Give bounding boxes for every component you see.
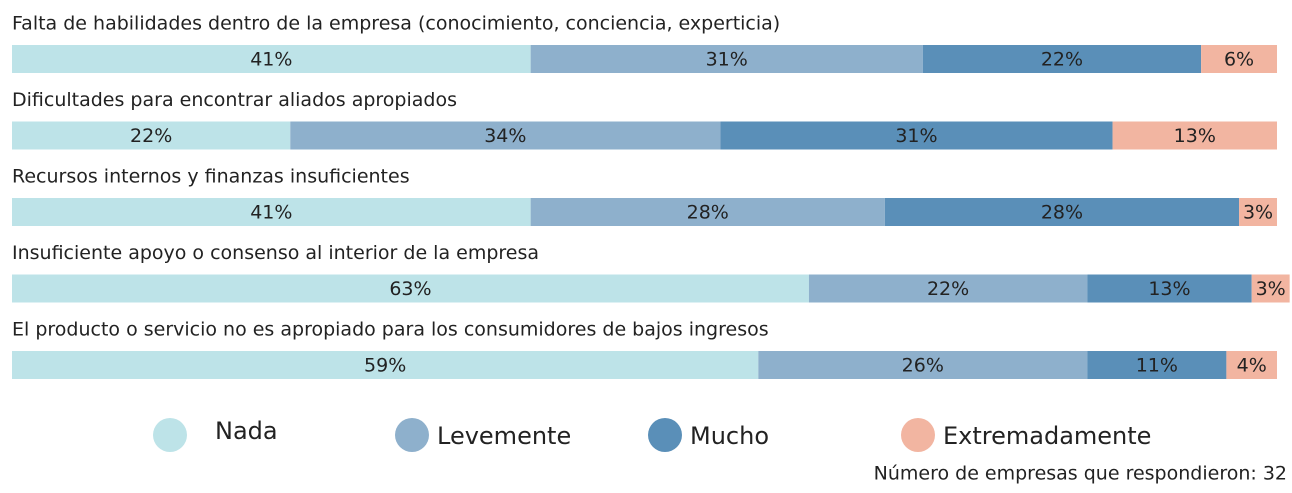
category-label: El producto o servicio no es apropiado p… <box>12 319 769 341</box>
bar-segment <box>12 45 531 73</box>
bar-segment <box>530 198 885 226</box>
value-label: 59% <box>364 355 406 377</box>
bar-segment <box>884 198 1240 226</box>
category-label: Recursos internos y finanzas insuficient… <box>12 166 410 188</box>
bar-segment <box>758 351 1088 379</box>
value-label: 31% <box>895 125 937 147</box>
value-label: 3% <box>1256 278 1286 300</box>
legend-label: Extremadamente <box>943 422 1151 450</box>
bar-segment <box>1201 45 1277 73</box>
value-label: 28% <box>687 202 729 224</box>
value-label: 11% <box>1136 355 1178 377</box>
value-label: 22% <box>130 125 172 147</box>
bar-segment <box>530 45 923 73</box>
value-label: 22% <box>927 278 969 300</box>
value-label: 63% <box>389 278 431 300</box>
value-label: 13% <box>1174 125 1216 147</box>
legend-swatch <box>153 418 187 452</box>
value-label: 3% <box>1243 202 1273 224</box>
bar-segment <box>1226 351 1277 379</box>
value-label: 28% <box>1041 202 1083 224</box>
bar-segment <box>290 121 721 150</box>
value-label: 26% <box>902 355 944 377</box>
legend-swatch <box>395 418 429 452</box>
category-label: Insuficiente apoyo o consenso al interio… <box>12 242 539 264</box>
value-label: 13% <box>1148 278 1190 300</box>
bar-segment <box>1087 351 1227 379</box>
bar-segment <box>12 274 809 303</box>
bar-segment <box>1112 121 1277 150</box>
legend-swatch <box>901 418 935 452</box>
bar-segment <box>1239 198 1277 226</box>
value-label: 41% <box>250 49 292 71</box>
bar-segment <box>12 198 531 226</box>
bar-segment <box>1251 274 1290 303</box>
legend-label: Levemente <box>437 422 571 450</box>
value-label: 4% <box>1237 355 1267 377</box>
value-label: 34% <box>484 125 526 147</box>
category-label: Dificultades para encontrar aliados apro… <box>12 89 457 111</box>
value-label: 22% <box>1041 49 1083 71</box>
note: Número de empresas que respondieron: 32 <box>874 463 1287 485</box>
category-label: Falta de habilidades dentro de la empres… <box>12 13 780 35</box>
bar-segment <box>12 121 291 150</box>
value-label: 31% <box>706 49 748 71</box>
bar-segment <box>1087 274 1252 303</box>
legend-label: Nada <box>215 417 278 445</box>
legend-label: Mucho <box>690 422 769 450</box>
bar-segment <box>922 45 1202 73</box>
value-label: 41% <box>250 202 292 224</box>
bar-segment <box>12 351 759 379</box>
bar-segment <box>808 274 1088 303</box>
bar-segment <box>720 121 1113 150</box>
legend-swatch <box>648 418 682 452</box>
value-label: 6% <box>1224 49 1254 71</box>
